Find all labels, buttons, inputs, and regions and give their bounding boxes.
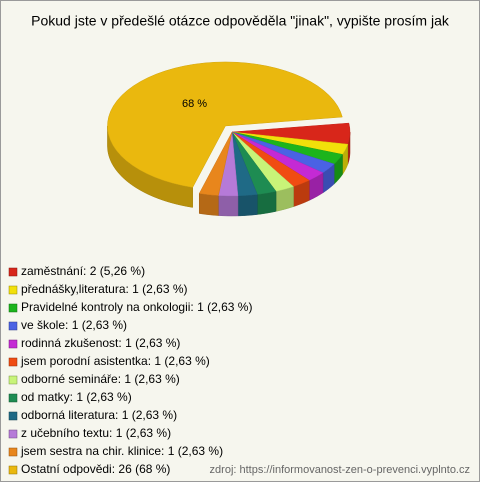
chart-title: Pokud jste v předešlé otázce odpověděla … — [31, 13, 450, 29]
legend-swatch — [8, 285, 18, 295]
legend-swatch — [8, 447, 18, 457]
legend-swatch — [8, 357, 18, 367]
legend-swatch — [8, 393, 18, 403]
source: zdroj: https://informovanost-zen-o-preve… — [210, 464, 470, 476]
legend-swatch — [8, 465, 18, 475]
legend-swatch — [8, 375, 18, 385]
legend-label: ve škole: 1 (2,63 %) — [21, 318, 127, 332]
value-label: 68 % — [182, 98, 207, 110]
legend-label: odborné semináře: 1 (2,63 %) — [21, 372, 180, 386]
legend-label: přednášky,literatura: 1 (2,63 %) — [21, 282, 188, 296]
slice-side — [237, 194, 258, 217]
legend-label: jsem sestra na chir. klinice: 1 (2,63 %) — [20, 444, 223, 458]
legend-swatch — [8, 267, 18, 277]
legend-label: jsem porodní asistentka: 1 (2,63 %) — [20, 354, 210, 368]
slice-side — [198, 193, 219, 216]
legend-swatch — [8, 303, 18, 313]
legend-swatch — [8, 429, 18, 439]
legend-label: odborná literatura: 1 (2,63 %) — [21, 408, 177, 422]
legend-label: od matky: 1 (2,63 %) — [21, 390, 132, 404]
legend-label: zaměstnání: 2 (5,26 %) — [21, 264, 145, 278]
legend-swatch — [8, 411, 18, 421]
legend-label: z učebního textu: 1 (2,63 %) — [21, 426, 171, 440]
slice — [198, 131, 233, 196]
legend-label: Ostatní odpovědi: 26 (68 %) — [21, 462, 170, 476]
slice-side — [218, 195, 239, 217]
slice-side — [257, 191, 277, 215]
legend-swatch — [8, 321, 18, 331]
legend-swatch — [8, 339, 18, 349]
slice — [107, 61, 343, 188]
legend-label: Pravidelné kontroly na onkologii: 1 (2,6… — [21, 300, 252, 314]
legend-label: rodinná zkušenost: 1 (2,63 %) — [21, 336, 180, 350]
